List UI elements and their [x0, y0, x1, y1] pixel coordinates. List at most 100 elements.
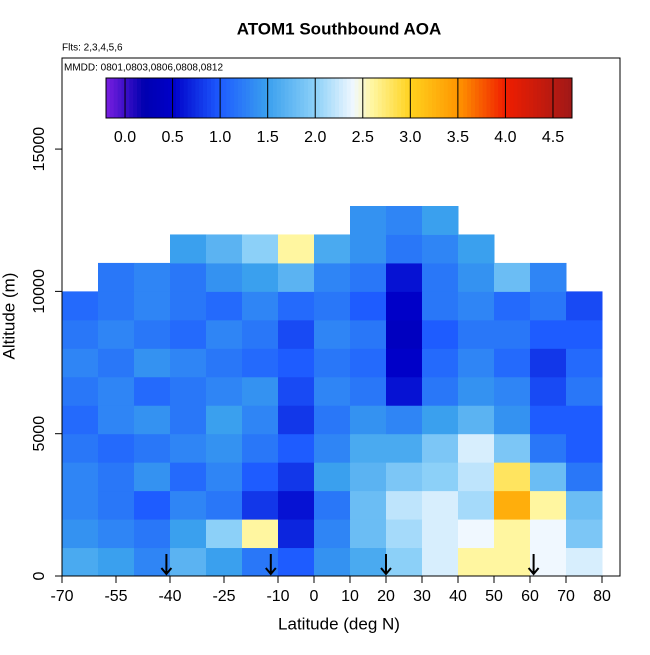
heat-cell — [278, 462, 315, 492]
heat-cell — [386, 319, 423, 349]
colorbar-tick-label: 4.0 — [494, 129, 516, 146]
heat-cell — [134, 348, 171, 378]
heat-cell — [170, 490, 207, 520]
heat-cell — [530, 462, 567, 492]
heat-cell — [314, 262, 351, 292]
colorbar-segment — [144, 78, 150, 118]
x-tick-label: 40 — [449, 588, 467, 605]
colorbar-segment — [195, 78, 200, 118]
heat-cell — [314, 490, 351, 520]
colorbar-segment — [272, 78, 278, 118]
heat-cell — [314, 376, 351, 406]
colorbar-segment — [436, 78, 441, 118]
colorbar-segment — [164, 78, 169, 118]
colorbar-segment — [439, 78, 445, 118]
x-tick-label: -70 — [50, 588, 73, 605]
colorbar-segment — [509, 78, 515, 118]
colorbar-tick-label: 2.5 — [352, 129, 374, 146]
flight-marker — [265, 554, 277, 576]
heat-cell — [206, 319, 243, 349]
colorbar-segment — [148, 78, 154, 118]
flight-marker — [160, 554, 173, 576]
colorbar-segment — [405, 78, 410, 118]
heat-cell — [422, 490, 459, 520]
flight-marker — [380, 554, 392, 576]
colorbar-segment — [292, 78, 297, 118]
colorbar-segment — [269, 78, 274, 118]
heat-cell — [98, 291, 135, 321]
heat-cell — [170, 319, 207, 349]
heat-cell — [386, 206, 423, 235]
heat-cell — [458, 462, 495, 492]
heat-cell — [566, 376, 603, 406]
heat-cell — [134, 462, 171, 492]
x-tick-label: 10 — [341, 588, 359, 605]
heat-cell — [422, 291, 459, 321]
heat-cell — [350, 462, 387, 492]
colorbar-segment — [230, 78, 235, 118]
heat-cell — [314, 348, 351, 378]
colorbar-segment — [156, 78, 161, 118]
heat-cell — [350, 376, 387, 406]
heat-cell — [134, 490, 171, 520]
heat-cell — [98, 376, 135, 406]
flight-marker — [527, 554, 540, 576]
heat-cell — [206, 405, 243, 435]
heat-cell — [566, 405, 603, 435]
colorbar-segment — [342, 78, 348, 118]
colorbar-tick-label: 3.0 — [399, 129, 421, 146]
colorbar-segment — [121, 78, 126, 118]
heat-cell — [206, 433, 243, 463]
colorbar-segment — [172, 78, 177, 118]
colorbar-segment — [548, 78, 554, 118]
colorbar-segment — [206, 78, 212, 118]
colorbar-segment — [300, 78, 305, 118]
heat-cell — [242, 291, 279, 321]
x-tick-label: 20 — [377, 588, 395, 605]
heat-cell — [170, 433, 207, 463]
colorbar-segment — [513, 78, 519, 118]
colorbar-segment — [490, 78, 495, 118]
colorbar-segment — [319, 78, 324, 118]
heat-cell — [494, 547, 531, 577]
colorbar-segment — [525, 78, 530, 118]
heat-cell — [242, 262, 279, 292]
colorbar-segment — [253, 78, 258, 118]
colorbar-segment — [288, 78, 293, 118]
colorbar-frame — [105, 77, 573, 119]
colorbar-segment — [222, 78, 227, 118]
heat-cell — [170, 462, 207, 492]
colorbar-segment — [358, 78, 363, 118]
heat-cell — [98, 490, 135, 520]
heat-cell — [98, 462, 135, 492]
colorbar-segment — [137, 78, 142, 118]
heat-cell — [314, 319, 351, 349]
colorbar-segment — [218, 78, 223, 118]
x-axis-label: Latitude (deg N) — [278, 614, 400, 633]
colorbar-segment — [502, 78, 507, 118]
heat-cell — [458, 348, 495, 378]
colorbar-segment — [226, 78, 231, 118]
heat-cell — [494, 348, 531, 378]
colorbar-segment — [397, 78, 402, 118]
colorbar-segment — [385, 78, 390, 118]
heat-cell — [494, 376, 531, 406]
heat-cell — [314, 234, 351, 264]
colorbar-segment — [560, 78, 565, 118]
heat-cell — [566, 490, 603, 520]
x-tick-label: 60 — [521, 588, 539, 605]
x-tick-label: -10 — [266, 588, 289, 605]
heat-cell — [206, 348, 243, 378]
colorbar-segment — [463, 78, 468, 118]
colorbar-segment — [133, 78, 138, 118]
heat-cell — [494, 519, 531, 549]
colorbar-segment — [482, 78, 488, 118]
colorbar-tick-label: 3.5 — [447, 129, 469, 146]
colorbar-segment — [370, 78, 375, 118]
colorbar-tick-label: 0.5 — [161, 129, 183, 146]
colorbar-segment — [261, 78, 266, 118]
heat-cell — [350, 405, 387, 435]
heat-cell — [494, 262, 531, 292]
heat-cell — [278, 348, 315, 378]
colorbar-segment — [168, 78, 173, 118]
